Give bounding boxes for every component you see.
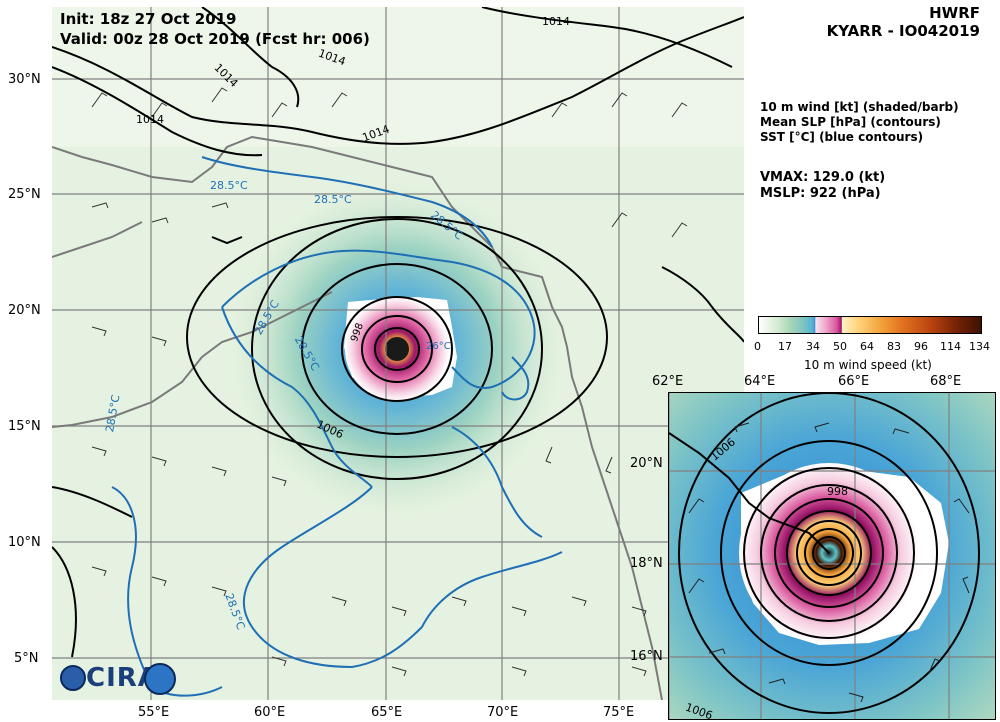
colorbar-tick: 134 [969,340,990,353]
lat-label: 20°N [8,303,41,318]
colorbar-tick: 0 [754,340,761,353]
lat-label: 15°N [8,419,41,434]
main-map: 1014 1014 1014 1014 1014 1006 998 28.5°C… [52,7,744,700]
inset-slp-label: 998 [827,485,848,498]
lon-label: 55°E [138,705,170,720]
lon-label: 75°E [603,705,635,720]
main-map-canvas [52,7,744,700]
sst-label: 26°C [426,341,451,352]
model-name: HWRF [929,4,980,22]
sst-label: 28.5°C [314,193,352,206]
lat-label: 5°N [14,651,39,666]
slp-contour-1006 [251,218,543,480]
inset-lon-label: 64°E [744,374,776,389]
lat-label: 25°N [8,187,41,202]
init-time: Init: 18z 27 Oct 2019 [60,10,237,28]
slp-label: 1014 [542,15,570,28]
inset-lat-label: 20°N [630,456,663,471]
inset-lon-label: 66°E [838,374,870,389]
colorbar-tick: 64 [860,340,874,353]
cira-logo: CIRA [60,663,176,697]
colorbar-tick: 96 [914,340,928,353]
wind-barbs [91,87,688,677]
noaa-icon [144,663,176,695]
legend-slp: Mean SLP [hPa] (contours) [760,115,941,129]
inset-map: 1006 998 1006 20°N [668,392,996,720]
colorbar-ticks: 0 17 34 50 64 83 96 114 134 [752,340,992,354]
inset-map-canvas [669,393,995,719]
legend-wind: 10 m wind [kt] (shaded/barb) [760,100,959,114]
sst-label: 28.5°C [210,179,248,192]
lat-label: 10°N [8,535,41,550]
inset-lat-label: 18°N [630,556,663,571]
lat-label: 30°N [8,72,41,87]
slp-label: 1014 [136,113,164,126]
colorbar-tick: 17 [778,340,792,353]
legend-sst: SST [°C] (blue contours) [760,130,924,144]
colorbar-tick: 50 [833,340,847,353]
colorbar-label: 10 m wind speed (kt) [804,358,932,372]
valid-time: Valid: 00z 28 Oct 2019 (Fcst hr: 006) [60,30,370,48]
lon-label: 65°E [371,705,403,720]
inset-wind-barbs [688,422,970,703]
vmax-value: VMAX: 129.0 (kt) [760,170,886,185]
colorbar-tick: 83 [887,340,901,353]
slp-contour-outer [186,216,608,458]
globe-icon [60,665,86,691]
slp-contour-1014 [52,16,744,145]
colorbar-tick: 114 [940,340,961,353]
storm-eye [385,337,409,361]
storm-name: KYARR - IO042019 [826,22,980,40]
inset-lon-label: 68°E [930,374,962,389]
inset-slp-contours [669,393,980,714]
lon-label: 70°E [487,705,519,720]
inset-lat-label: 16°N [630,649,663,664]
inset-lon-label: 62°E [652,374,684,389]
mslp-value: MSLP: 922 (hPa) [760,186,881,201]
colorbar [758,316,982,334]
slp-contour-998 [341,296,453,402]
slp-contours [52,7,744,658]
slp-contour-1002 [301,263,493,435]
colorbar-tick: 34 [806,340,820,353]
lon-label: 60°E [254,705,286,720]
sst-contours [111,156,563,697]
